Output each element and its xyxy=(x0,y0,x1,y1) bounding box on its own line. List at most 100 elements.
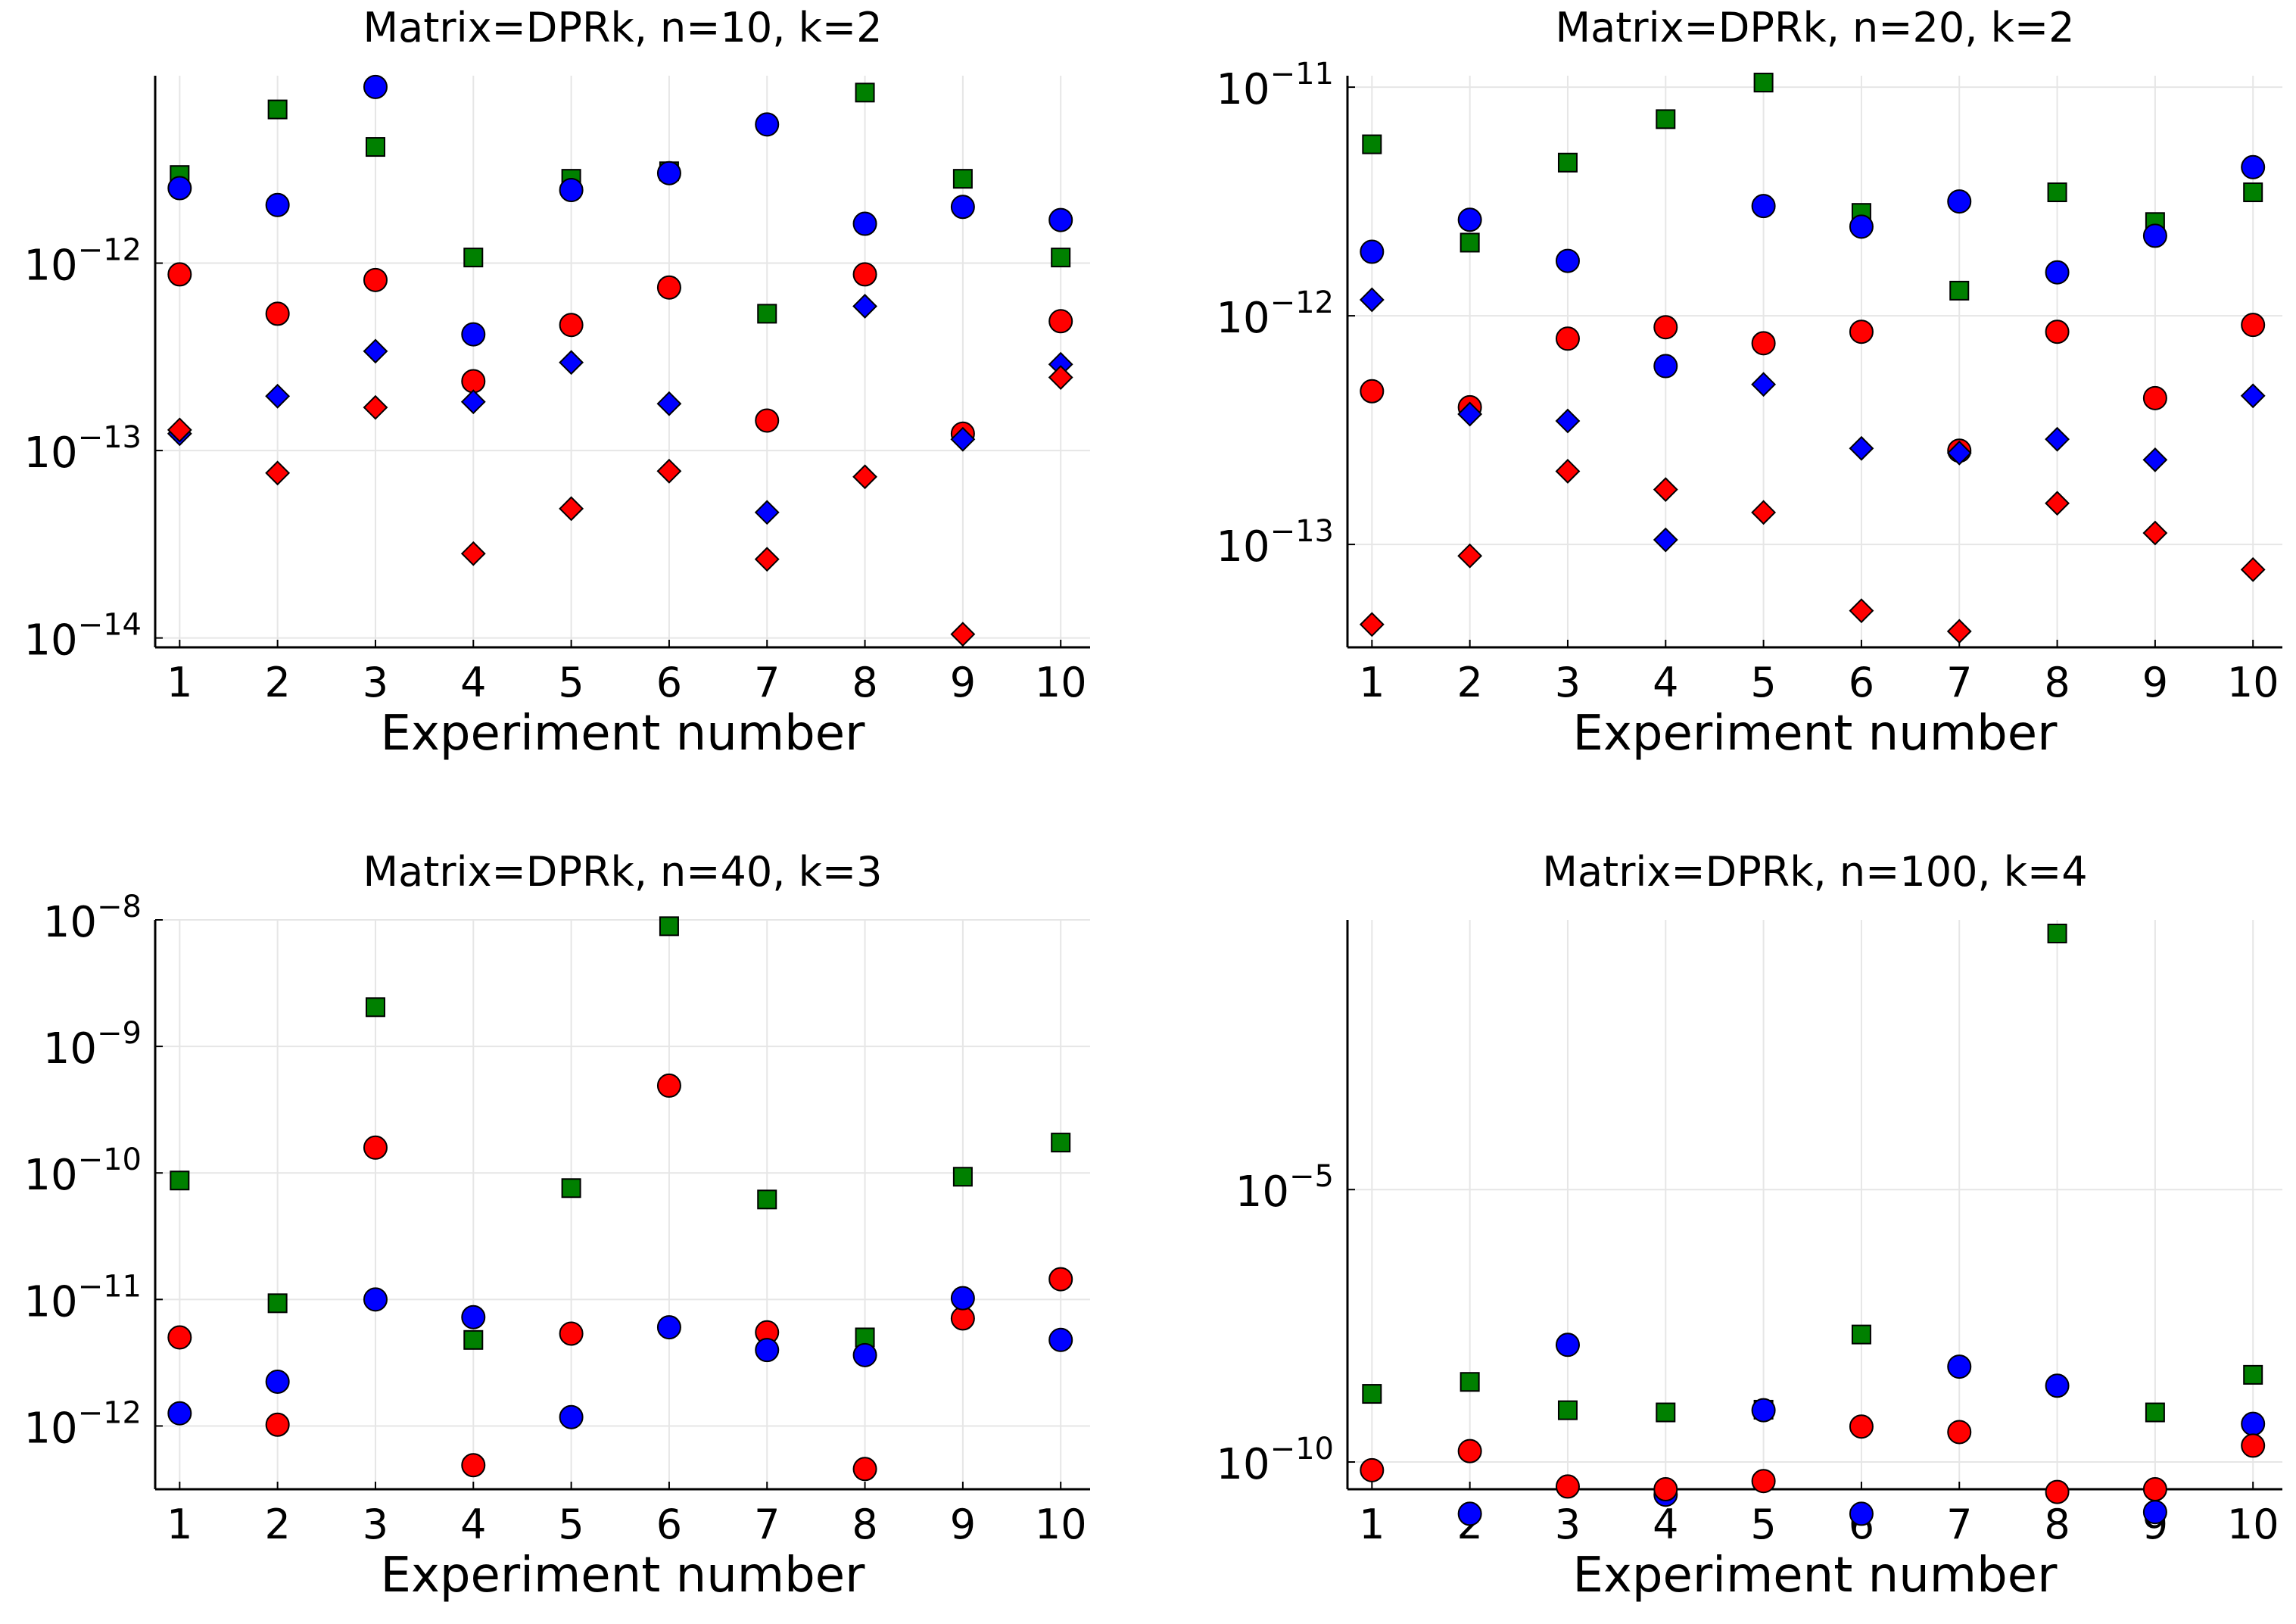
data-point-diamond xyxy=(1555,459,1581,484)
data-point-circle xyxy=(167,1401,192,1426)
data-point-square xyxy=(365,137,385,157)
chart-title: Matrix=DPRk, n=10, k=2 xyxy=(363,4,883,51)
x-tick-label: 1 xyxy=(167,1501,192,1548)
data-point-square xyxy=(757,1189,777,1210)
data-point-diamond xyxy=(1359,287,1385,313)
data-point-square xyxy=(267,99,288,120)
data-point-circle xyxy=(852,262,877,287)
x-tick-label: 9 xyxy=(950,1501,976,1548)
x-tick-label: 6 xyxy=(656,659,682,706)
y-tick-label: 10−9 xyxy=(43,1016,142,1074)
x-tick-label: 7 xyxy=(1946,1501,1972,1548)
data-point-circle xyxy=(1849,214,1874,239)
y-tick-label: 10−8 xyxy=(43,890,142,947)
data-point-circle xyxy=(559,1321,584,1346)
data-point-diamond xyxy=(1751,372,1777,397)
data-point-square xyxy=(1949,280,1970,301)
x-tick-label: 5 xyxy=(1750,659,1776,706)
data-point-circle xyxy=(1653,1477,1678,1501)
data-point-diamond xyxy=(852,464,877,490)
x-axis-label: Experiment number xyxy=(1573,706,2058,762)
data-point-circle xyxy=(1555,1333,1580,1357)
chart-title: Matrix=DPRk, n=100, k=4 xyxy=(1542,848,2087,896)
data-point-circle xyxy=(852,1342,877,1367)
data-point-diamond xyxy=(2142,447,2168,472)
data-point-circle xyxy=(265,192,290,217)
x-tick-label: 8 xyxy=(852,1501,877,1548)
data-point-circle xyxy=(950,195,975,220)
data-point-square xyxy=(170,1170,190,1191)
data-point-diamond xyxy=(2240,383,2266,409)
data-point-circle xyxy=(1048,309,1073,334)
x-tick-label: 9 xyxy=(950,659,976,706)
data-point-diamond xyxy=(363,394,388,420)
chart-panel-3: 1 2 3 4 5 6 7 8 9 10 10−8 10−9 10−10 10−11 10−12 Matrix… xyxy=(23,848,1090,1604)
data-point-square xyxy=(1362,134,1382,154)
data-point-circle xyxy=(265,1369,290,1394)
data-point-diamond xyxy=(656,458,682,484)
data-point-circle xyxy=(1849,1501,1874,1526)
data-point-square xyxy=(2243,182,2263,203)
x-tick-label: 3 xyxy=(1555,1501,1581,1548)
chart-panel-1: 1 2 3 4 5 6 7 8 9 10 10−12 10−13 10−14 Matrix=DPRk, n… xyxy=(23,4,1090,762)
data-point-circle xyxy=(950,1286,975,1311)
x-tick-label: 5 xyxy=(558,1501,584,1548)
data-point-circle xyxy=(363,267,388,292)
data-point-circle xyxy=(1457,207,1482,232)
x-tick-label: 1 xyxy=(1359,1501,1385,1548)
data-point-diamond xyxy=(656,391,682,416)
data-point-diamond xyxy=(1653,527,1678,553)
y-tick-label: 10−12 xyxy=(23,1395,142,1453)
data-point-circle xyxy=(461,322,486,347)
x-tick-label: 7 xyxy=(1946,659,1972,706)
x-tick-label: 10 xyxy=(1035,1501,1087,1548)
data-point-circle xyxy=(2045,260,2070,285)
data-point-circle xyxy=(1048,1267,1073,1292)
data-point-square xyxy=(2047,182,2067,203)
data-point-circle xyxy=(755,112,780,137)
data-point-circle xyxy=(1457,1501,1482,1526)
x-tick-label: 10 xyxy=(2227,659,2279,706)
data-point-circle xyxy=(2241,154,2266,179)
x-tick-label: 9 xyxy=(2142,659,2168,706)
data-point-square xyxy=(952,1167,973,1187)
x-tick-label: 6 xyxy=(656,1501,682,1548)
data-point-circle xyxy=(265,1412,290,1437)
data-point-circle xyxy=(1360,239,1385,264)
data-point-circle xyxy=(2045,320,2070,344)
y-tick-label: 10−13 xyxy=(23,420,142,478)
data-point-diamond xyxy=(1946,619,1972,644)
x-tick-label: 3 xyxy=(363,659,388,706)
data-point-circle xyxy=(1555,326,1580,351)
data-point-circle xyxy=(1457,1439,1482,1463)
data-point-circle xyxy=(2142,1477,2167,1501)
data-point-circle xyxy=(1849,320,1874,344)
x-tick-label: 4 xyxy=(1653,659,1678,706)
y-tick-label: 10−14 xyxy=(23,608,142,665)
data-point-circle xyxy=(755,408,780,433)
data-point-square xyxy=(952,169,973,189)
data-point-square xyxy=(757,304,777,324)
data-point-circle xyxy=(167,176,192,201)
data-point-diamond xyxy=(167,417,192,443)
data-point-diamond xyxy=(460,541,486,566)
data-point-diamond xyxy=(1457,543,1483,569)
data-point-circle xyxy=(461,1453,486,1478)
data-point-square xyxy=(1557,152,1578,173)
data-point-circle xyxy=(950,1306,975,1331)
x-tick-label: 8 xyxy=(2044,659,2070,706)
data-point-circle xyxy=(656,1315,681,1340)
data-point-square xyxy=(1051,1133,1071,1153)
data-point-diamond xyxy=(950,622,976,647)
data-point-circle xyxy=(852,1457,877,1482)
y-tick-label: 10−11 xyxy=(23,1269,142,1326)
y-tick-label: 10−12 xyxy=(1216,285,1334,343)
x-tick-label: 10 xyxy=(1035,659,1087,706)
data-point-circle xyxy=(1555,1474,1580,1499)
chart-panel-2: 1 2 3 4 5 6 7 8 9 10 10−11 10−12 10−13 Matrix=DPRk, n… xyxy=(1216,4,2282,762)
data-point-diamond xyxy=(559,350,584,376)
data-point-circle xyxy=(559,178,584,202)
data-point-circle xyxy=(363,1287,388,1312)
